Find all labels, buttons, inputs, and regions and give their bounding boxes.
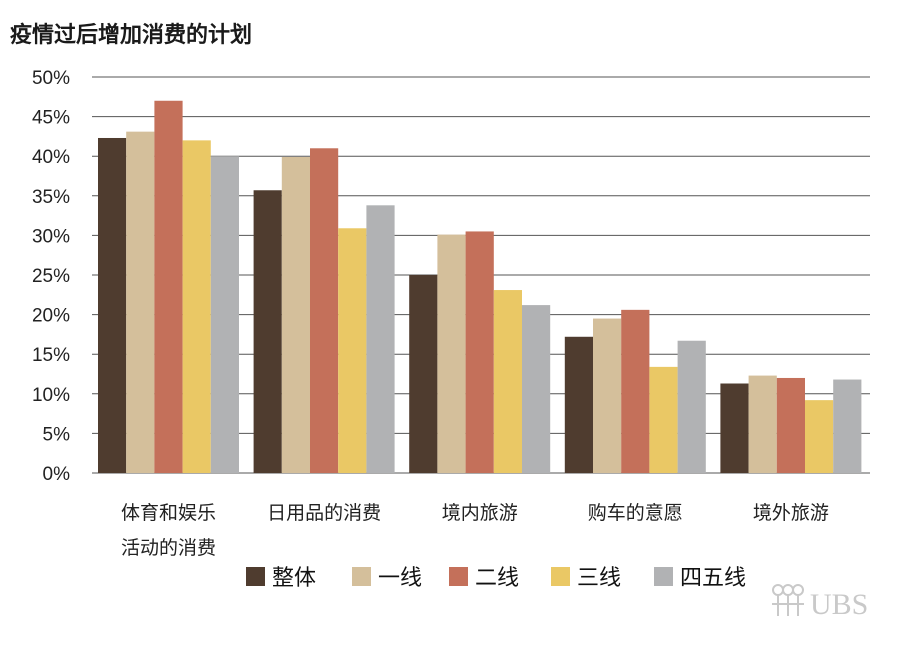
x-tick-label: 日用品的消费 <box>267 502 381 524</box>
legend-label: 二线 <box>475 566 519 591</box>
bar-三线-0 <box>182 140 211 474</box>
x-tick-label: 境内旅游 <box>442 502 518 524</box>
bar-四五线-2 <box>522 305 551 473</box>
y-tick-label: 40% <box>32 147 70 168</box>
bar-二线-0 <box>154 100 183 473</box>
x-tick-label: 体育和娱乐 <box>121 502 216 524</box>
chart-title: 疫情过后增加消费的计划 <box>10 22 252 48</box>
bar-四五线-4 <box>833 379 862 473</box>
bar-二线-3 <box>621 309 650 473</box>
bar-二线-1 <box>310 148 339 473</box>
bar-二线-4 <box>776 377 805 473</box>
bar-二线-2 <box>465 231 494 473</box>
keys-icon <box>772 584 804 616</box>
legend: 整体 一线 二线 三线 四五线 <box>246 566 746 591</box>
y-tick-label: 30% <box>32 226 70 247</box>
bars <box>98 100 862 474</box>
y-tick-label: 10% <box>32 385 70 406</box>
bar-一线-3 <box>593 318 622 473</box>
y-axis-ticks: 0% 5% 10% 15% 20% 25% 30% 35% 40% 45% 50% <box>32 68 70 485</box>
y-tick-label: 5% <box>43 424 71 445</box>
legend-swatch-四五线 <box>654 567 673 586</box>
bar-三线-4 <box>805 400 834 473</box>
bar-整体-1 <box>253 190 282 474</box>
x-tick-label: 活动的消费 <box>121 537 216 559</box>
bar-整体-4 <box>720 383 749 473</box>
legend-swatch-二线 <box>449 567 468 586</box>
legend-swatch-整体 <box>246 567 265 586</box>
ubs-logo-text: UBS <box>810 588 868 621</box>
bar-三线-1 <box>338 228 367 473</box>
bar-四五线-3 <box>677 340 706 473</box>
bar-三线-2 <box>493 290 522 473</box>
y-tick-label: 45% <box>32 108 70 129</box>
y-tick-label: 50% <box>32 68 70 89</box>
x-tick-label: 境外旅游 <box>753 502 829 524</box>
bar-一线-4 <box>748 375 777 473</box>
y-tick-label: 0% <box>43 464 71 485</box>
legend-swatch-三线 <box>551 567 570 586</box>
bar-整体-2 <box>409 275 438 473</box>
y-tick-label: 35% <box>32 187 70 208</box>
bar-整体-3 <box>564 336 593 473</box>
legend-label: 四五线 <box>680 566 746 591</box>
bar-三线-3 <box>649 366 678 473</box>
y-tick-label: 25% <box>32 266 70 287</box>
bar-整体-0 <box>98 137 127 473</box>
bar-一线-0 <box>126 131 155 473</box>
legend-label: 三线 <box>577 566 621 591</box>
legend-label: 一线 <box>378 566 422 591</box>
x-tick-label: 购车的意愿 <box>588 502 683 524</box>
bar-四五线-1 <box>366 205 395 473</box>
legend-label: 整体 <box>272 566 316 591</box>
bar-一线-1 <box>281 156 310 473</box>
legend-swatch-一线 <box>352 567 371 586</box>
ubs-watermark: UBS <box>772 584 868 621</box>
bar-一线-2 <box>437 234 466 473</box>
bar-四五线-0 <box>210 156 239 473</box>
y-tick-label: 20% <box>32 306 70 327</box>
y-tick-label: 15% <box>32 345 70 366</box>
